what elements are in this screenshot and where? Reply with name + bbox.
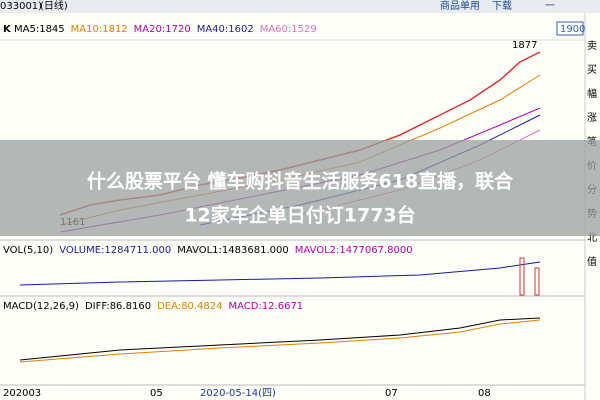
side-tab[interactable]: 卖	[587, 40, 597, 52]
high-label: 1877	[512, 40, 537, 51]
side-tab[interactable]: 涨	[587, 112, 597, 124]
dea-line	[19, 319, 541, 363]
vol-bar	[534, 267, 540, 296]
menu[interactable]: 一	[545, 1, 555, 12]
stock-code: 033001)	[0, 1, 42, 12]
ma-legend: MA5:1845 MA10:1812 MA20:1720 MA40:1602 MA60:…	[14, 24, 317, 35]
indicator-label: MAVOL2:1477067.8000	[295, 245, 413, 256]
top-bar	[0, 0, 600, 13]
indicator-label: VOL(5,10)	[3, 245, 53, 256]
price-box	[556, 21, 584, 36]
vol-ma	[19, 261, 541, 286]
ma-label: MA60:1529	[260, 24, 317, 35]
macd-legend: MACD(12,26,9) DIFF:86.8160 DEA:80.4824 MACD…	[3, 301, 303, 312]
side-tab[interactable]: 北	[587, 232, 597, 244]
ma-label: MA5:1845	[14, 24, 65, 35]
volume-legend: VOL(5,10) VOLUME:1284711.000 MAVOL1:148368…	[3, 245, 413, 256]
ma-label: MA10:1812	[71, 24, 128, 35]
side-tab[interactable]: 幅	[587, 87, 597, 100]
indicator-label: DIFF:86.8160	[85, 301, 151, 312]
diff-line	[19, 317, 541, 361]
indicator-label: DEA:80.4824	[157, 301, 222, 312]
ma-label: MA40:1602	[197, 24, 254, 35]
x-tick-label: 2020-05-14(四)	[200, 388, 276, 399]
x-axis: 202003 05 2020-05-14(四) 07 08	[3, 388, 491, 399]
indicator-label: MACD(12,26,9)	[3, 301, 79, 312]
menu[interactable]: 下载	[492, 0, 512, 12]
indicator-label: MACD:12.6671	[228, 301, 303, 312]
indicator-label: VOLUME:1284711.000	[59, 245, 171, 256]
overlay-text: 什么股票平台 懂车购抖音生活服务618直播，联合	[87, 170, 514, 193]
overlay-band	[0, 140, 600, 236]
overlay-text: 12家车企单日付订1773台	[184, 204, 415, 227]
indicator-label: MAVOL1:1483681.000	[177, 245, 288, 256]
panel-label: K	[3, 24, 12, 35]
side-tab[interactable]: 买	[587, 64, 597, 76]
x-tick-label: 05	[150, 388, 163, 399]
x-tick-label: 202003	[3, 388, 41, 399]
side-tab[interactable]: 值	[587, 255, 597, 268]
ma-label: MA20:1720	[134, 24, 191, 35]
price-box-text: 1900	[560, 24, 585, 35]
vol-bar	[519, 257, 525, 296]
x-tick-label: 08	[478, 388, 491, 399]
menu[interactable]: 商品单用	[440, 0, 480, 12]
x-tick-label: 07	[385, 388, 398, 399]
period: (日线)	[40, 0, 68, 12]
